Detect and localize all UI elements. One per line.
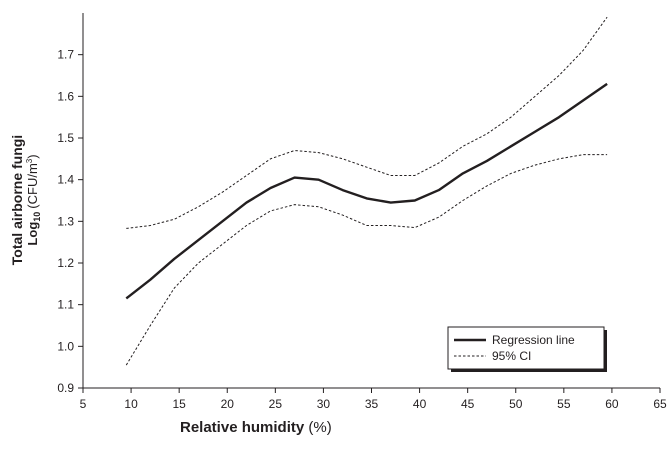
x-tick-label: 60 xyxy=(605,397,619,411)
y-tick-label: 1.0 xyxy=(57,339,74,353)
x-tick-label: 45 xyxy=(461,397,475,411)
y-tick-label: 1.4 xyxy=(57,173,74,187)
ci-upper-line xyxy=(126,16,608,229)
y-label-sup: 3 xyxy=(25,158,34,163)
y-label-close: ) xyxy=(25,154,40,158)
x-label-unit: (%) xyxy=(308,419,331,436)
x-tick-label: 20 xyxy=(221,397,235,411)
x-tick-label: 35 xyxy=(365,397,379,411)
x-tick-label: 5 xyxy=(80,397,87,411)
y-label-main: Total airborne fungi xyxy=(9,135,25,265)
y-label-log: Log xyxy=(25,222,40,246)
legend-label: 95% CI xyxy=(492,349,531,363)
y-label-unit: Log10 (CFU/m3) xyxy=(25,154,42,245)
y-tick-label: 1.3 xyxy=(57,214,74,228)
x-tick-label: 25 xyxy=(269,397,283,411)
x-tick-label: 65 xyxy=(653,397,667,411)
y-label-sub: 10 xyxy=(32,212,42,222)
x-label-main: Relative humidity xyxy=(180,419,305,436)
ci-lower-line xyxy=(125,154,608,366)
legend-box xyxy=(447,326,605,370)
x-tick-label: 15 xyxy=(172,397,186,411)
y-tick-label: 1.6 xyxy=(57,89,74,103)
x-axis-label: Relative humidity (%) xyxy=(180,419,332,436)
y-axis-label: Total airborne fungi Log10 (CFU/m3) xyxy=(9,135,42,265)
y-label-cfu: (CFU/m xyxy=(25,163,40,209)
y-tick-label: 1.5 xyxy=(57,131,74,145)
y-tick-label: 0.9 xyxy=(57,381,74,395)
regression-line xyxy=(125,82,608,300)
x-tick-label: 10 xyxy=(124,397,138,411)
y-tick-label: 1.7 xyxy=(57,48,74,62)
x-tick-label: 40 xyxy=(413,397,427,411)
x-tick-label: 30 xyxy=(317,397,331,411)
x-tick-label: 50 xyxy=(509,397,523,411)
x-tick-label: 55 xyxy=(557,397,571,411)
y-tick-label: 1.1 xyxy=(57,298,74,312)
y-tick-label: 1.2 xyxy=(57,256,74,270)
legend-label: Regression line xyxy=(492,333,575,347)
